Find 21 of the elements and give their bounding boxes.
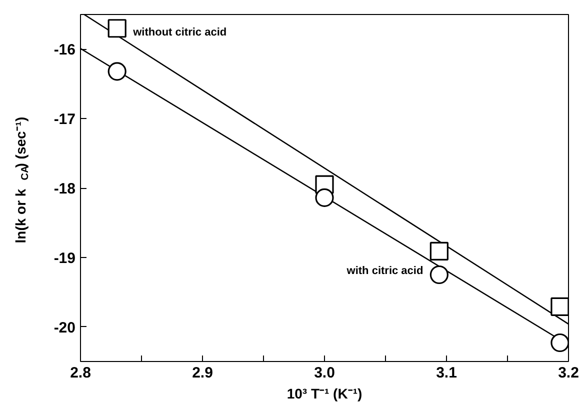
y-tick-label: -20 xyxy=(54,319,76,336)
point xyxy=(550,297,568,316)
x-tick-label: 3.2 xyxy=(558,364,579,382)
y-axis-title: ln(k or kCA) (sec⁻¹) xyxy=(12,116,31,244)
point xyxy=(108,19,126,38)
point xyxy=(430,265,448,284)
y-tick-label: -18 xyxy=(54,180,76,198)
point xyxy=(430,242,448,260)
series-label: with citric acid xyxy=(346,264,424,277)
y-tick-label: -16 xyxy=(54,42,76,59)
point xyxy=(315,188,334,207)
y-tick-label: -19 xyxy=(54,250,76,267)
point xyxy=(550,333,568,352)
x-tick-label: 2.9 xyxy=(192,364,213,382)
point xyxy=(108,62,126,81)
x-tick-label: 2.8 xyxy=(70,364,91,382)
y-tick-label: -17 xyxy=(54,111,76,128)
text: 3.0 xyxy=(314,364,335,382)
x-tick-label: 3.1 xyxy=(436,364,457,382)
x-axis-title: 10³ T⁻¹ (K⁻¹) xyxy=(286,386,362,402)
series-label: without citric acid xyxy=(132,26,227,38)
